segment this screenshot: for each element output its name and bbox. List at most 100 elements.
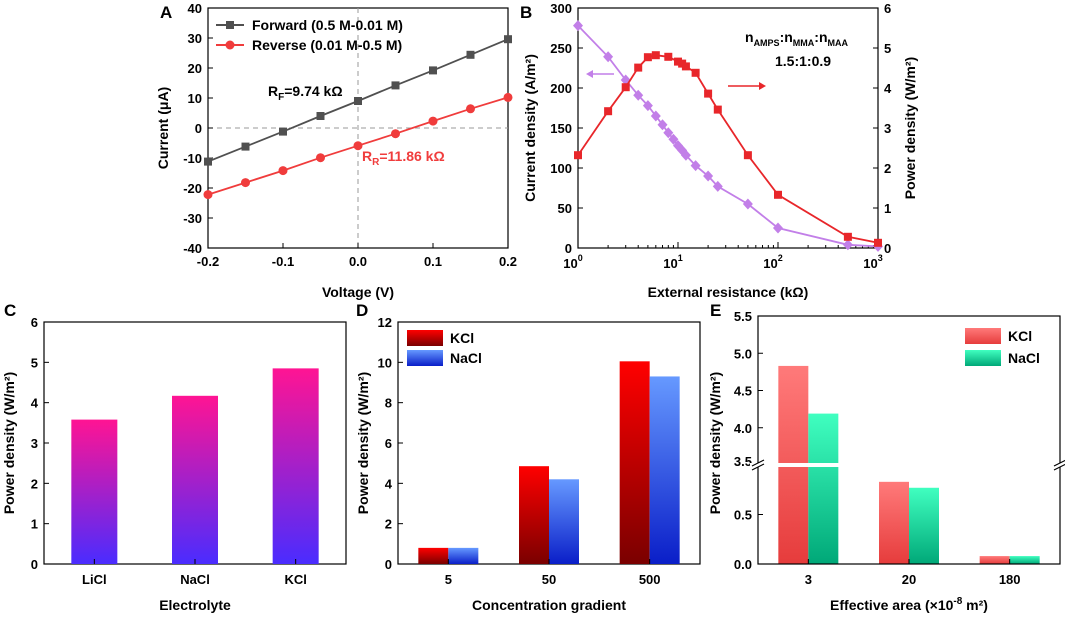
chart-a-ytick-label: -40 bbox=[183, 241, 202, 256]
chart-c-xtick-label: LiCl bbox=[82, 572, 107, 587]
chart-b-point-0 bbox=[573, 20, 583, 32]
chart-a-legend: Forward (0.5 M-0.01 M) Reverse (0.01 M-0… bbox=[216, 17, 403, 53]
chart-e-ytick-label: 0.5 bbox=[734, 508, 752, 523]
chart-a-xtick-label: 0.2 bbox=[499, 254, 517, 269]
chart-a: -0.2 -0.1 0.0 0.1 0.2 -40 -30 -20 -10 0 10 20 30 40 V… bbox=[155, 1, 517, 300]
chart-e-ytick-label: 5.5 bbox=[734, 309, 752, 324]
chart-b-ytick-label: 0 bbox=[565, 241, 572, 256]
chart-a-point-0 bbox=[504, 35, 512, 44]
chart-a-point-1 bbox=[466, 104, 475, 114]
chart-b-ytick-right-label: 4 bbox=[884, 81, 892, 96]
chart-b-point-0 bbox=[712, 180, 723, 192]
chart-a-ytick-label: 30 bbox=[188, 31, 202, 46]
chart-b-ytick-right-label: 2 bbox=[884, 161, 891, 176]
chart-d-ytick-label: 4 bbox=[385, 476, 393, 491]
chart-b-point-0 bbox=[657, 119, 668, 131]
chart-d-bar-kcl bbox=[418, 547, 449, 564]
chart-b-point-1 bbox=[743, 151, 752, 160]
chart-b-point-0 bbox=[842, 239, 853, 251]
chart-e-bar-kcl bbox=[979, 556, 1010, 564]
chart-b-point-1 bbox=[874, 238, 882, 247]
chart-d-bar-kcl bbox=[619, 361, 650, 564]
chart-e-xtick-label: 180 bbox=[999, 572, 1021, 587]
chart-b-point-1 bbox=[774, 190, 782, 199]
chart-e-bar-kcl bbox=[879, 481, 909, 564]
chart-a-ytick-label: 40 bbox=[188, 1, 202, 16]
chart-b-point-0 bbox=[680, 149, 691, 161]
annotation-rr: RR=11.86 kΩ bbox=[362, 148, 445, 168]
chart-d-legend: KCl NaCl bbox=[407, 330, 482, 366]
chart-c-ytick-label: 5 bbox=[31, 355, 38, 370]
chart-b-left-arrow bbox=[586, 70, 614, 78]
chart-e-bar-nacl bbox=[909, 487, 939, 564]
chart-b-ytick-label: 50 bbox=[558, 201, 572, 216]
chart-e-ytick-label: 0.0 bbox=[734, 557, 752, 572]
chart-d-ytick-label: 6 bbox=[385, 436, 392, 451]
chart-a-ytick-label: 10 bbox=[188, 91, 202, 106]
chart-b-ytick-right-label: 0 bbox=[884, 241, 891, 256]
axis-break-left-icon bbox=[751, 459, 765, 471]
chart-a-point-1 bbox=[278, 166, 288, 176]
chart-b-xtick-label: 101 bbox=[663, 253, 682, 271]
chart-b-point-0 bbox=[663, 127, 674, 139]
chart-b-point-0 bbox=[742, 198, 753, 210]
chart-d-xtick-label: 50 bbox=[542, 572, 556, 587]
chart-c-ytick-label: 0 bbox=[31, 557, 38, 572]
chart-a-point-0 bbox=[466, 50, 475, 59]
chart-b-point-1 bbox=[664, 52, 673, 61]
legend-reverse-marker bbox=[225, 40, 235, 50]
chart-a-point-0 bbox=[279, 127, 287, 136]
chart-d-xtick-label: 500 bbox=[639, 572, 661, 587]
chart-b-point-0 bbox=[603, 51, 614, 63]
chart-a-point-0 bbox=[429, 66, 437, 75]
chart-a-point-1 bbox=[353, 141, 363, 151]
chart-a-point-1 bbox=[503, 92, 513, 102]
chart-a-point-0 bbox=[316, 112, 325, 120]
chart-d-xlabel: Concentration gradient bbox=[472, 597, 626, 613]
chart-a-point-0 bbox=[204, 157, 212, 166]
chart-a-xtick-label: 0.0 bbox=[349, 254, 367, 269]
chart-b-ytick-label: 100 bbox=[550, 161, 572, 176]
chart-c-ylabel: Power density (W/m²) bbox=[1, 372, 17, 514]
chart-e: 3 20 180 0.0 0.5 3.5 4.0 4.5 5.0 5.5 Effective ar… bbox=[707, 309, 1065, 613]
chart-b-point-1 bbox=[681, 62, 690, 71]
chart-b-point-1 bbox=[843, 232, 852, 241]
chart-b-point-1 bbox=[674, 57, 682, 66]
chart-b-right-arrow bbox=[728, 82, 766, 90]
chart-a-ytick-label: -10 bbox=[183, 151, 202, 166]
chart-b-ytick-right-label: 5 bbox=[884, 41, 891, 56]
chart-a-point-1 bbox=[241, 178, 250, 188]
chart-d-bar-nacl bbox=[649, 376, 680, 564]
chart-c-ytick-label: 4 bbox=[31, 396, 39, 411]
chart-b-point-0 bbox=[642, 100, 653, 112]
chart-b-ytick-right-label: 3 bbox=[884, 121, 891, 136]
chart-d-bar-nacl bbox=[549, 479, 579, 564]
chart-a-ytick-label: -20 bbox=[183, 181, 202, 196]
chart-b-point-1 bbox=[643, 53, 652, 62]
chart-a-point-0 bbox=[354, 97, 362, 105]
annotation-ratio-value: 1.5:1:0.9 bbox=[775, 53, 831, 69]
chart-a-ytick-label: 0 bbox=[195, 121, 202, 136]
chart-e-ytick-label: 4.0 bbox=[734, 421, 752, 436]
chart-a-point-1 bbox=[391, 129, 400, 139]
chart-b-ytick-label: 250 bbox=[550, 41, 572, 56]
chart-a-xtick-label: 0.1 bbox=[424, 254, 442, 269]
chart-e-bar-nacl bbox=[808, 413, 839, 564]
chart-d-bar-kcl bbox=[519, 466, 549, 564]
chart-d-ytick-label: 0 bbox=[385, 557, 392, 572]
annotation-n-ratio-label: nAMPS:nMMA:nMAA bbox=[745, 29, 849, 48]
chart-c-ytick-label: 2 bbox=[31, 476, 38, 491]
chart-b-point-0 bbox=[650, 110, 661, 122]
chart-a-point-0 bbox=[241, 142, 250, 151]
chart-e-ytick-label: 3.5 bbox=[734, 454, 752, 469]
chart-d-bar-nacl bbox=[448, 547, 479, 564]
chart-b-point-1 bbox=[713, 105, 722, 114]
chart-e-xtick-label: 20 bbox=[902, 572, 916, 587]
annotation-rf: RF=9.74 kΩ bbox=[268, 83, 343, 103]
chart-d: 0 2 4 6 8 10 12 5 50 500 Concentration gradient P… bbox=[355, 315, 701, 613]
chart-b-point-1 bbox=[604, 107, 613, 116]
chart-d-ytick-label: 2 bbox=[385, 517, 392, 532]
chart-c-ytick-label: 3 bbox=[31, 436, 38, 451]
chart-c-bar bbox=[272, 368, 319, 564]
